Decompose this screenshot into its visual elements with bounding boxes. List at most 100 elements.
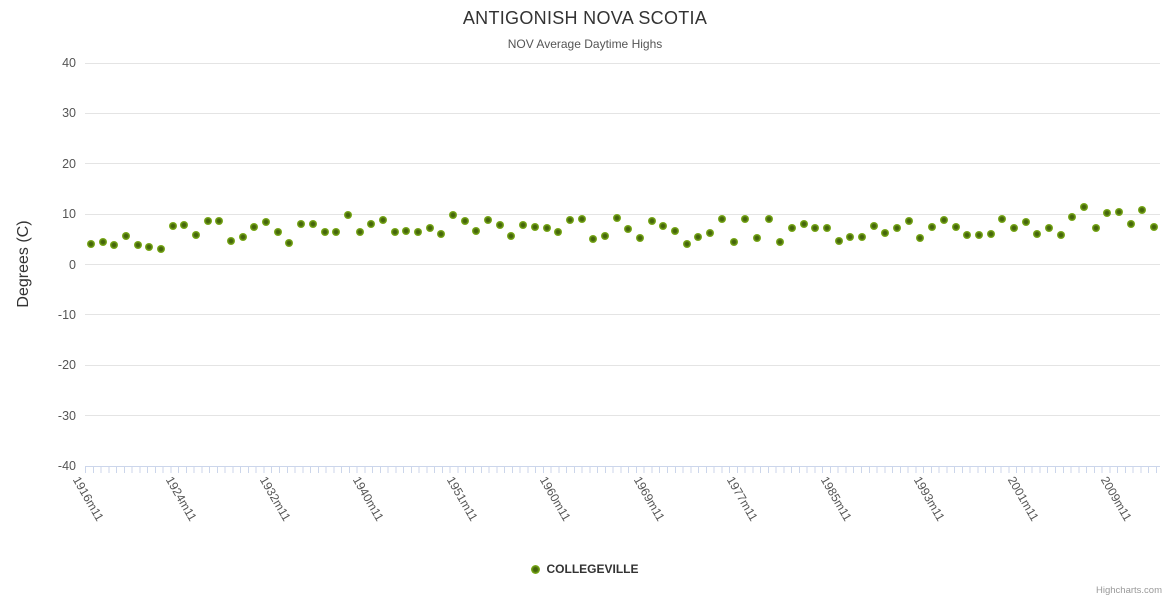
data-point[interactable] <box>822 224 831 233</box>
data-point[interactable] <box>741 214 750 223</box>
data-point[interactable] <box>1138 206 1147 215</box>
data-point[interactable] <box>998 215 1007 224</box>
data-point[interactable] <box>414 228 423 237</box>
x-axis-ticks <box>85 467 1160 473</box>
data-point[interactable] <box>577 215 586 224</box>
highcharts-credit-link[interactable]: Highcharts.com <box>1096 585 1162 596</box>
data-point[interactable] <box>1044 223 1053 232</box>
data-point[interactable] <box>460 216 469 225</box>
data-point[interactable] <box>98 238 107 247</box>
data-point[interactable] <box>250 222 259 231</box>
data-point[interactable] <box>893 224 902 233</box>
x-axis-label: 1916m11 <box>69 474 107 524</box>
data-point[interactable] <box>542 223 551 232</box>
data-point[interactable] <box>1150 223 1159 232</box>
data-point[interactable] <box>764 214 773 223</box>
data-point[interactable] <box>612 213 621 222</box>
data-point[interactable] <box>858 232 867 241</box>
data-point[interactable] <box>904 217 913 226</box>
data-point[interactable] <box>717 214 726 223</box>
data-point[interactable] <box>846 232 855 241</box>
data-point[interactable] <box>799 219 808 228</box>
data-point[interactable] <box>565 216 574 225</box>
x-axis-label: 1932m11 <box>256 474 294 524</box>
data-point[interactable] <box>425 223 434 232</box>
data-point[interactable] <box>1103 209 1112 218</box>
data-point[interactable] <box>1080 203 1089 212</box>
data-point[interactable] <box>530 222 539 231</box>
data-point[interactable] <box>238 232 247 241</box>
data-point[interactable] <box>647 217 656 226</box>
data-point[interactable] <box>355 228 364 237</box>
data-point[interactable] <box>694 232 703 241</box>
data-point[interactable] <box>285 239 294 248</box>
data-point[interactable] <box>1021 217 1030 226</box>
data-point[interactable] <box>834 236 843 245</box>
data-point[interactable] <box>916 233 925 242</box>
data-point[interactable] <box>671 227 680 236</box>
x-axis-label: 1924m11 <box>163 474 200 524</box>
data-point[interactable] <box>682 240 691 249</box>
data-point[interactable] <box>203 217 212 226</box>
data-point[interactable] <box>729 237 738 246</box>
data-point[interactable] <box>869 222 878 231</box>
data-point[interactable] <box>262 218 271 227</box>
legend-item-collegeville[interactable]: COLLEGEVILLE <box>0 562 1170 576</box>
data-point[interactable] <box>145 243 154 252</box>
data-point[interactable] <box>1115 208 1124 217</box>
data-point[interactable] <box>121 231 130 240</box>
data-point[interactable] <box>776 237 785 246</box>
data-point[interactable] <box>507 232 516 241</box>
data-point[interactable] <box>624 225 633 234</box>
data-point[interactable] <box>367 219 376 228</box>
data-point[interactable] <box>495 221 504 230</box>
data-point[interactable] <box>600 232 609 241</box>
data-point[interactable] <box>811 223 820 232</box>
data-point[interactable] <box>133 240 142 249</box>
data-point[interactable] <box>192 230 200 239</box>
data-point[interactable] <box>449 211 458 220</box>
data-point[interactable] <box>963 231 972 240</box>
data-point[interactable] <box>881 229 890 238</box>
data-point[interactable] <box>402 226 411 235</box>
data-point[interactable] <box>437 230 446 239</box>
data-point[interactable] <box>332 227 341 236</box>
data-point[interactable] <box>110 241 119 250</box>
data-point[interactable] <box>297 220 306 229</box>
data-point[interactable] <box>706 228 715 237</box>
data-point[interactable] <box>554 227 563 236</box>
data-point[interactable] <box>390 228 399 237</box>
data-point[interactable] <box>1009 224 1018 233</box>
data-point[interactable] <box>636 234 645 243</box>
data-point[interactable] <box>787 224 796 233</box>
data-point[interactable] <box>589 235 598 244</box>
data-point[interactable] <box>86 239 95 248</box>
data-point[interactable] <box>752 233 761 242</box>
data-point[interactable] <box>974 230 983 239</box>
data-point[interactable] <box>659 222 668 231</box>
data-point[interactable] <box>519 221 528 230</box>
data-point[interactable] <box>227 236 236 245</box>
data-point[interactable] <box>273 227 282 236</box>
data-point[interactable] <box>1056 230 1065 239</box>
data-point[interactable] <box>180 221 189 230</box>
x-axis-label: 1969m11 <box>630 474 668 524</box>
data-point[interactable] <box>1033 230 1042 239</box>
data-point[interactable] <box>378 215 387 224</box>
data-point[interactable] <box>951 222 960 231</box>
data-point[interactable] <box>215 217 224 226</box>
data-point[interactable] <box>308 219 317 228</box>
data-point[interactable] <box>1068 213 1077 222</box>
data-point[interactable] <box>320 228 329 237</box>
data-point[interactable] <box>928 222 937 231</box>
data-point[interactable] <box>1091 224 1100 233</box>
data-point[interactable] <box>986 230 995 239</box>
x-axis-label: 2001m11 <box>1004 474 1042 524</box>
data-point[interactable] <box>343 210 352 219</box>
data-point[interactable] <box>168 222 177 231</box>
data-point[interactable] <box>484 215 493 224</box>
data-point[interactable] <box>472 226 481 235</box>
data-point[interactable] <box>1126 220 1135 229</box>
data-point[interactable] <box>939 215 948 224</box>
data-point[interactable] <box>156 245 165 254</box>
